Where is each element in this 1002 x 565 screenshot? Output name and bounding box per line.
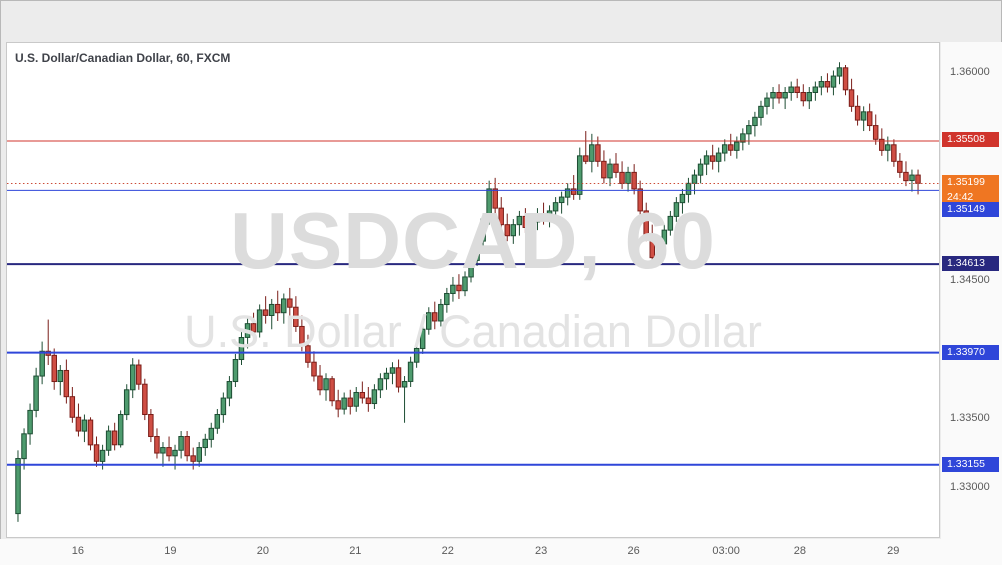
price-tick-label: 1.33500 xyxy=(950,411,990,424)
price-level-label[interactable]: 1.34613 xyxy=(942,256,999,272)
price-level-label[interactable]: 1.35199 xyxy=(942,175,999,191)
price-level-label[interactable]: 1.35149 xyxy=(942,201,999,217)
price-level-label[interactable]: 1.33155 xyxy=(942,457,999,473)
candlestick-svg xyxy=(7,62,939,522)
time-tick-label: 16 xyxy=(71,545,85,557)
price-tick-label: 1.33000 xyxy=(950,480,990,493)
time-axis[interactable]: 16 19 20 21 22 23 26 03:00 28 29 xyxy=(0,539,1002,565)
time-tick-label: 03:00 xyxy=(712,545,740,557)
symbol-legend[interactable]: U.S. Dollar/Canadian Dollar, 60, FXCM xyxy=(15,51,231,65)
price-tick-label: 1.36000 xyxy=(950,66,990,79)
time-tick-label: 29 xyxy=(887,545,900,557)
time-tick-label: 20 xyxy=(256,545,269,557)
time-tick-label: 28 xyxy=(793,545,807,557)
time-tick-label: 19 xyxy=(164,545,177,557)
price-axis[interactable]: 1.36000 1.34500 1.33500 1.33000 1.35508 1.351… xyxy=(941,42,1002,539)
time-tick-label: 26 xyxy=(627,545,640,557)
price-level-label[interactable]: 1.35508 xyxy=(942,132,999,148)
price-level-label[interactable]: 1.33970 xyxy=(942,344,999,360)
time-tick-label: 21 xyxy=(349,545,362,557)
price-tick-label: 1.34500 xyxy=(950,273,990,286)
time-tick-label: 23 xyxy=(535,545,548,557)
bar-countdown-label: 24:42 xyxy=(942,190,999,206)
time-tick-label: 22 xyxy=(441,545,454,557)
chart-plot-area[interactable]: USDCAD, 60 U.S. Dollar / Canadian Dollar… xyxy=(6,42,940,538)
